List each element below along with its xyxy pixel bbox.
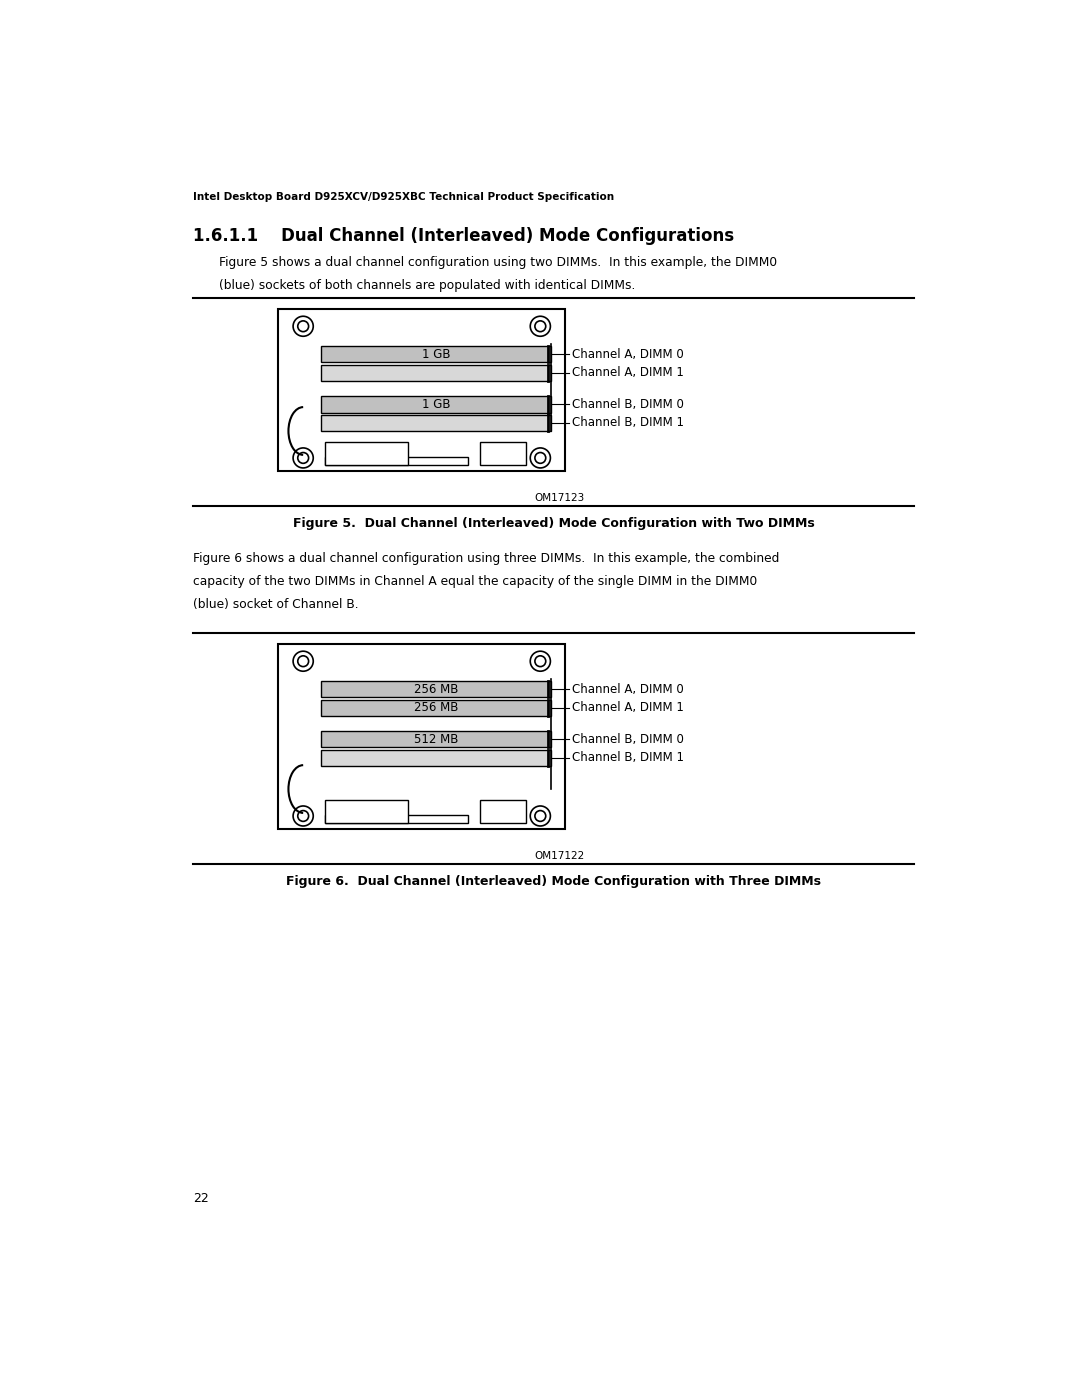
Text: OM17123: OM17123: [535, 493, 584, 503]
Bar: [279, 644, 565, 828]
Text: (blue) socket of Channel B.: (blue) socket of Channel B.: [193, 598, 359, 610]
Bar: [480, 800, 526, 823]
Bar: [480, 441, 526, 465]
Text: Channel B, DIMM 1: Channel B, DIMM 1: [572, 416, 684, 429]
Text: 512 MB: 512 MB: [414, 733, 458, 746]
Text: OM17122: OM17122: [535, 851, 584, 861]
Text: 256 MB: 256 MB: [414, 683, 458, 696]
Bar: [321, 731, 551, 747]
Bar: [321, 365, 551, 381]
Text: Channel A, DIMM 1: Channel A, DIMM 1: [572, 701, 684, 714]
Text: Figure 6 shows a dual channel configuration using three DIMMs.  In this example,: Figure 6 shows a dual channel configurat…: [193, 552, 780, 564]
Text: (blue) sockets of both channels are populated with identical DIMMs.: (blue) sockets of both channels are popu…: [218, 279, 635, 292]
Text: Channel A, DIMM 1: Channel A, DIMM 1: [572, 366, 684, 380]
Text: Figure 6.  Dual Channel (Interleaved) Mode Configuration with Three DIMMs: Figure 6. Dual Channel (Interleaved) Mod…: [286, 876, 821, 888]
Bar: [321, 397, 551, 412]
Bar: [321, 700, 551, 715]
Text: Channel A, DIMM 0: Channel A, DIMM 0: [572, 348, 684, 360]
Text: 22: 22: [193, 1192, 208, 1204]
Text: 1 GB: 1 GB: [422, 398, 450, 411]
Text: Channel B, DIMM 0: Channel B, DIMM 0: [572, 398, 684, 411]
Text: 256 MB: 256 MB: [414, 701, 458, 714]
Text: Figure 5.  Dual Channel (Interleaved) Mode Configuration with Two DIMMs: Figure 5. Dual Channel (Interleaved) Mod…: [293, 517, 814, 531]
Bar: [325, 816, 469, 823]
Text: capacity of the two DIMMs in Channel A equal the capacity of the single DIMM in : capacity of the two DIMMs in Channel A e…: [193, 576, 757, 588]
Bar: [325, 441, 408, 465]
Bar: [321, 682, 551, 697]
Text: Channel A, DIMM 0: Channel A, DIMM 0: [572, 683, 684, 696]
Bar: [279, 309, 565, 471]
Text: Intel Desktop Board D925XCV/D925XBC Technical Product Specification: Intel Desktop Board D925XCV/D925XBC Tech…: [193, 193, 615, 203]
Bar: [325, 457, 469, 465]
Bar: [325, 800, 408, 823]
Text: 1.6.1.1    Dual Channel (Interleaved) Mode Configurations: 1.6.1.1 Dual Channel (Interleaved) Mode …: [193, 226, 734, 244]
Text: Channel B, DIMM 0: Channel B, DIMM 0: [572, 733, 684, 746]
Bar: [321, 415, 551, 432]
Text: Channel B, DIMM 1: Channel B, DIMM 1: [572, 752, 684, 764]
Text: Figure 5 shows a dual channel configuration using two DIMMs.  In this example, t: Figure 5 shows a dual channel configurat…: [218, 256, 777, 270]
Bar: [321, 750, 551, 766]
Text: 1 GB: 1 GB: [422, 348, 450, 360]
Bar: [321, 346, 551, 362]
